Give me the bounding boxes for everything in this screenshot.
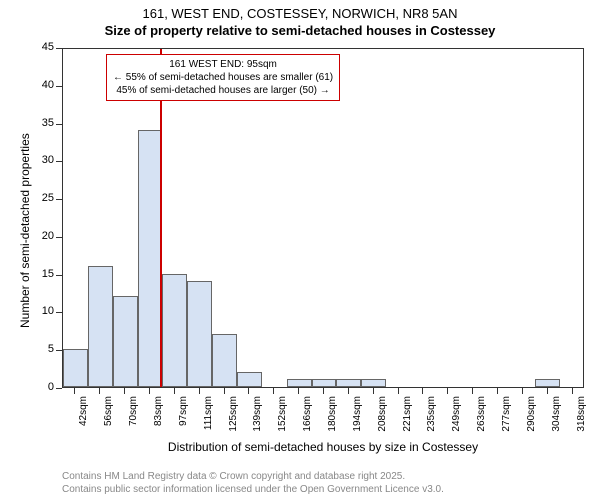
y-tick (56, 350, 62, 351)
annotation-box: 161 WEST END: 95sqm ← 55% of semi-detach… (106, 54, 340, 101)
x-tick-label: 277sqm (501, 396, 512, 436)
x-tick-label: 139sqm (252, 396, 263, 436)
histogram-bar (138, 130, 163, 387)
histogram-bar (312, 379, 337, 387)
y-tick (56, 199, 62, 200)
page-title-address: 161, WEST END, COSTESSEY, NORWICH, NR8 5… (0, 0, 600, 21)
histogram-bar (287, 379, 312, 387)
histogram-bar (187, 281, 212, 387)
y-tick-label: 10 (32, 305, 54, 317)
annotation-line-3: 45% of semi-detached houses are larger (… (113, 84, 333, 97)
x-tick (522, 388, 523, 394)
annotation-line-2: ← 55% of semi-detached houses are smalle… (113, 71, 333, 84)
x-tick (447, 388, 448, 394)
x-tick-label: 194sqm (352, 396, 363, 436)
x-tick (572, 388, 573, 394)
x-tick-label: 56sqm (103, 396, 114, 436)
x-tick (472, 388, 473, 394)
y-tick-label: 30 (32, 154, 54, 166)
x-tick-label: 70sqm (128, 396, 139, 436)
x-tick-label: 221sqm (402, 396, 413, 436)
y-tick-label: 25 (32, 192, 54, 204)
histogram-bar (162, 274, 187, 387)
annotation-line-1: 161 WEST END: 95sqm (113, 58, 333, 71)
x-tick (149, 388, 150, 394)
x-tick-label: 180sqm (327, 396, 338, 436)
x-tick (323, 388, 324, 394)
y-tick (56, 275, 62, 276)
x-tick (174, 388, 175, 394)
x-tick (199, 388, 200, 394)
x-tick (99, 388, 100, 394)
x-tick (74, 388, 75, 394)
x-tick-label: 83sqm (153, 396, 164, 436)
x-tick (373, 388, 374, 394)
y-tick (56, 388, 62, 389)
x-tick-label: 304sqm (551, 396, 562, 436)
histogram-bar (88, 266, 113, 387)
x-tick (547, 388, 548, 394)
histogram-bar (361, 379, 386, 387)
x-tick-label: 208sqm (377, 396, 388, 436)
x-tick (298, 388, 299, 394)
x-tick-label: 318sqm (576, 396, 587, 436)
x-tick-label: 97sqm (178, 396, 189, 436)
histogram-bar (63, 349, 88, 387)
y-tick-label: 20 (32, 230, 54, 242)
x-tick (348, 388, 349, 394)
y-tick-label: 15 (32, 268, 54, 280)
x-tick (422, 388, 423, 394)
x-tick-label: 125sqm (228, 396, 239, 436)
histogram-bar (535, 379, 560, 387)
footer-line-1: Contains HM Land Registry data © Crown c… (62, 470, 444, 483)
y-tick (56, 161, 62, 162)
y-tick-label: 5 (32, 343, 54, 355)
footer-line-2: Contains public sector information licen… (62, 483, 444, 496)
x-tick-label: 235sqm (426, 396, 437, 436)
x-tick (224, 388, 225, 394)
x-tick (124, 388, 125, 394)
y-tick-label: 35 (32, 117, 54, 129)
y-tick-label: 0 (32, 381, 54, 393)
x-tick-label: 42sqm (78, 396, 89, 436)
x-tick-label: 111sqm (203, 396, 214, 436)
y-tick (56, 86, 62, 87)
x-tick (497, 388, 498, 394)
x-tick (248, 388, 249, 394)
y-tick (56, 48, 62, 49)
x-axis-label: Distribution of semi-detached houses by … (62, 440, 584, 454)
y-axis-label: Number of semi-detached properties (18, 133, 32, 328)
footer-attribution: Contains HM Land Registry data © Crown c… (62, 470, 444, 496)
x-tick (398, 388, 399, 394)
x-tick-label: 249sqm (451, 396, 462, 436)
x-tick-label: 290sqm (526, 396, 537, 436)
x-tick (273, 388, 274, 394)
histogram-bar (336, 379, 361, 387)
y-tick (56, 312, 62, 313)
x-tick-label: 166sqm (302, 396, 313, 436)
y-tick (56, 124, 62, 125)
histogram-bar (212, 334, 237, 387)
histogram-bar (237, 372, 262, 387)
y-tick (56, 237, 62, 238)
x-tick-label: 152sqm (277, 396, 288, 436)
y-tick-label: 45 (32, 41, 54, 53)
x-tick-label: 263sqm (476, 396, 487, 436)
histogram-bar (113, 296, 138, 387)
y-tick-label: 40 (32, 79, 54, 91)
page-title-subtitle: Size of property relative to semi-detach… (0, 21, 600, 42)
